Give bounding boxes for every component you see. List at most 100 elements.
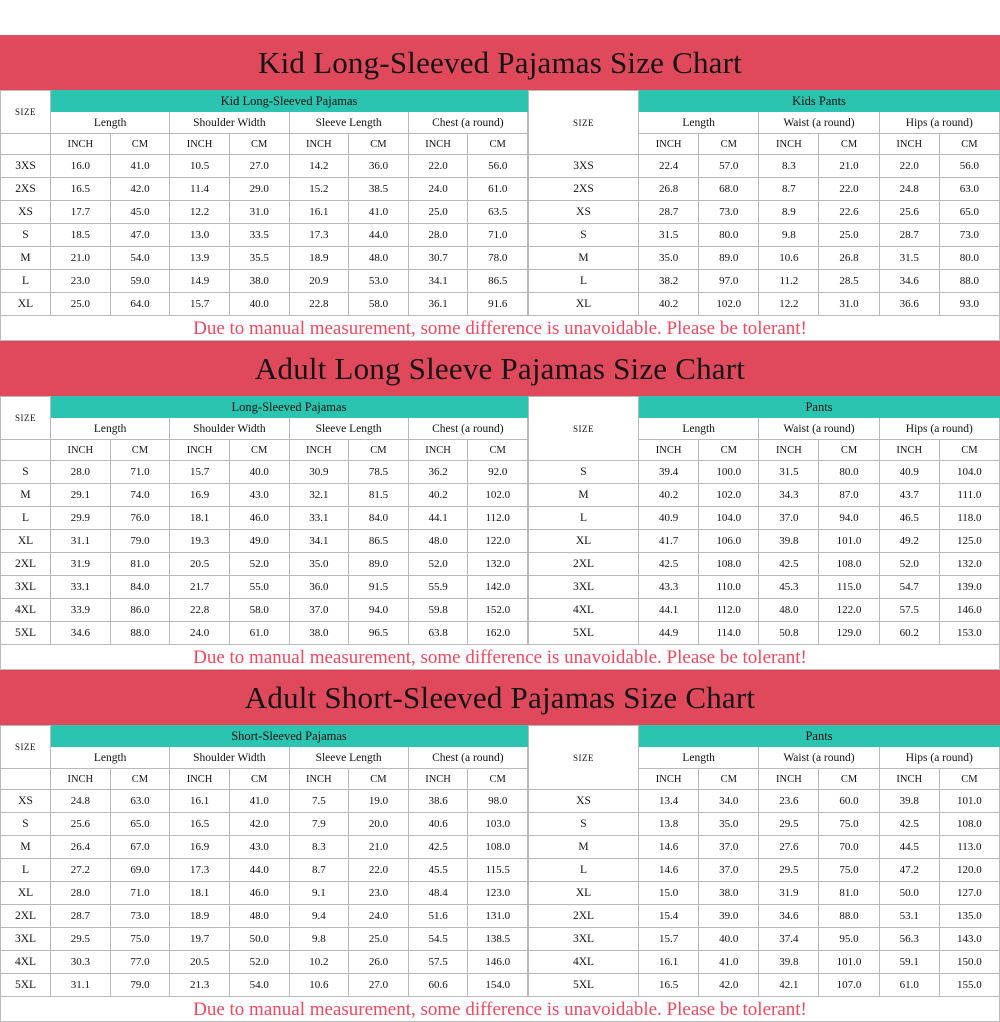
measurement-value: 71.0 (467, 223, 528, 247)
size-label: M (0, 835, 51, 859)
unit-header-cm: CM (348, 133, 409, 155)
measurement-value: 27.0 (348, 973, 409, 997)
measurement-value: 9.8 (288, 927, 350, 951)
unit-header-cm: CM (698, 133, 760, 155)
measurement-value: 22.0 (348, 858, 409, 882)
chart-section: Adult Long Sleeve Pajamas Size Chart SIZE… (0, 341, 1000, 670)
measure-header: Hips (a round) (878, 746, 1000, 769)
measurement-value: 142.0 (467, 575, 528, 599)
size-label: XL (0, 881, 51, 905)
measurement-value: 20.0 (348, 812, 409, 836)
table-row: 5XL 44.9 114.0 50.8 129.0 60.2 153.0 (528, 621, 1000, 645)
table-row: 3XS 22.4 57.0 8.3 21.0 22.0 56.0 (528, 154, 1000, 178)
table-row: S 31.5 80.0 9.8 25.0 28.7 73.0 (528, 223, 1000, 247)
measurement-value: 38.5 (348, 177, 409, 201)
measurement-value: 162.0 (467, 621, 528, 645)
measurement-value: 71.0 (109, 460, 171, 484)
size-label: S (528, 460, 639, 484)
measurement-value: 42.1 (758, 973, 820, 997)
measurement-value: 57.0 (698, 154, 760, 178)
measurement-value: 38.0 (228, 269, 290, 293)
measurement-value: 31.5 (758, 460, 820, 484)
measurement-value: 35.0 (288, 552, 350, 576)
measurement-value: 103.0 (467, 812, 528, 836)
measurement-value: 155.0 (938, 973, 1000, 997)
table-split: SIZE Long-Sleeved Pajamas Length Shoulder W… (0, 396, 1000, 645)
measurement-value: 16.1 (637, 950, 700, 974)
size-label: S (0, 223, 51, 247)
measurement-value: 22.0 (407, 154, 469, 178)
measurement-value: 7.9 (288, 812, 350, 836)
measurement-value: 44.0 (348, 223, 409, 247)
measurement-value: 21.0 (818, 154, 880, 178)
measurement-value: 44.0 (228, 858, 290, 882)
measurement-value: 38.0 (698, 881, 760, 905)
measurement-value: 61.0 (228, 621, 290, 645)
measurement-value: 94.0 (818, 506, 880, 530)
unit-header-cm: CM (467, 768, 528, 790)
measurement-value: 25.0 (348, 927, 409, 951)
measurement-value: 27.0 (228, 154, 290, 178)
measurement-value: 39.8 (758, 529, 820, 553)
measurement-value: 55.0 (228, 575, 290, 599)
top-margin (0, 0, 1000, 35)
size-column-spacer (0, 768, 51, 790)
measurement-value: 29.9 (50, 506, 111, 530)
size-label: 2XL (0, 552, 51, 576)
section-title: Kid Long-Sleeved Pajamas Size Chart (258, 45, 742, 80)
measurement-value: 26.4 (50, 835, 111, 859)
size-label: XL (528, 292, 639, 316)
size-label: XL (528, 529, 639, 553)
measurement-value: 9.1 (288, 881, 350, 905)
measure-header: Waist (a round) (758, 417, 880, 440)
measurement-value: 84.0 (109, 575, 171, 599)
measurement-value: 49.2 (878, 529, 940, 553)
measurement-value: 112.0 (698, 598, 760, 622)
measurement-value: 15.7 (169, 292, 230, 316)
measurement-value: 27.2 (50, 858, 111, 882)
measurement-value: 42.5 (637, 552, 700, 576)
size-label: 3XL (528, 575, 639, 599)
size-label: L (528, 269, 639, 293)
table-row: XS 24.8 63.0 16.1 41.0 7.5 19.0 38.6 98.0 (0, 789, 528, 813)
measurement-value: 31.9 (758, 881, 820, 905)
size-column-header: SIZE (0, 725, 51, 769)
unit-header-inch: INCH (878, 439, 940, 461)
measurement-value: 92.0 (467, 460, 528, 484)
size-label: 3XS (528, 154, 639, 178)
unit-header-cm: CM (938, 768, 1000, 790)
measurement-value: 8.3 (758, 154, 820, 178)
unit-header-inch: INCH (169, 768, 230, 790)
measurement-value: 44.1 (407, 506, 469, 530)
unit-header-cm: CM (348, 768, 409, 790)
measurement-value: 41.0 (348, 200, 409, 224)
measurement-value: 123.0 (467, 881, 528, 905)
measurement-value: 29.5 (50, 927, 111, 951)
measurement-value: 34.6 (758, 904, 820, 928)
measurement-value: 14.6 (637, 835, 700, 859)
measurement-value: 60.0 (818, 789, 880, 813)
unit-header-inch: INCH (407, 133, 469, 155)
unit-header-cm: CM (938, 439, 1000, 461)
measurement-value: 77.0 (109, 950, 171, 974)
unit-header-inch: INCH (50, 768, 111, 790)
measurement-value: 42.5 (878, 812, 940, 836)
size-table-pants: SIZE Kids Pants Length Waist (a round) Hips … (528, 90, 1000, 316)
measurement-value: 29.5 (758, 812, 820, 836)
measurement-value: 59.1 (878, 950, 940, 974)
group-title-tops: Short-Sleeved Pajamas (50, 725, 528, 747)
unit-header-cm: CM (228, 133, 290, 155)
measurement-value: 69.0 (109, 858, 171, 882)
measurement-value: 118.0 (938, 506, 1000, 530)
measurement-value: 34.6 (878, 269, 940, 293)
measurement-value: 17.3 (169, 858, 230, 882)
table-row: XL 41.7 106.0 39.8 101.0 49.2 125.0 (528, 529, 1000, 553)
size-label: L (528, 506, 639, 530)
tops-table-container: SIZE Long-Sleeved Pajamas Length Shoulder W… (0, 396, 529, 645)
table-row: 3XL 29.5 75.0 19.7 50.0 9.8 25.0 54.5 138.5 (0, 927, 528, 951)
unit-header-inch: INCH (407, 439, 469, 461)
table-row: XL 15.0 38.0 31.9 81.0 50.0 127.0 (528, 881, 1000, 905)
measurement-value: 13.4 (637, 789, 700, 813)
unit-header-cm: CM (109, 133, 171, 155)
table-row: XS 28.7 73.0 8.9 22.6 25.6 65.0 (528, 200, 1000, 224)
